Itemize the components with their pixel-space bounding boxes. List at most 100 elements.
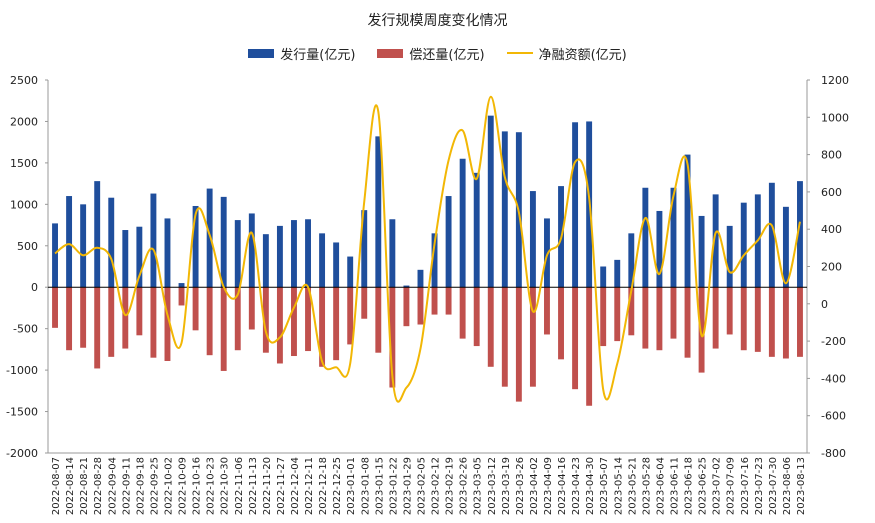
x-tick-label: 2023-07-16: [740, 457, 751, 515]
issue-bar: [572, 122, 579, 288]
repay-bar: [361, 287, 368, 319]
issue-bar: [712, 194, 719, 288]
x-tick-label: 2023-04-16: [557, 457, 568, 515]
x-tick-label: 2022-09-04: [107, 457, 118, 515]
repay-bar: [262, 287, 269, 353]
x-tick-label: 2022-10-16: [192, 457, 203, 515]
x-tick-label: 2023-05-21: [627, 457, 638, 515]
issue-bar: [740, 202, 747, 288]
repay-bar: [276, 287, 283, 364]
x-tick-label: 2023-05-14: [613, 457, 624, 515]
right-tick-label: 1000: [821, 111, 849, 124]
issue-bar: [319, 233, 326, 288]
issue-bar: [529, 191, 536, 288]
x-tick-label: 2023-01-08: [360, 457, 371, 515]
x-tick-label: 2023-04-30: [585, 457, 596, 515]
x-tick-label: 2023-06-18: [684, 457, 695, 515]
issue-bar: [459, 158, 466, 288]
x-tick-label: 2022-12-18: [318, 457, 329, 515]
repay-bar: [501, 287, 508, 387]
issue-bar: [473, 172, 480, 288]
x-tick-label: 2022-09-11: [121, 457, 132, 515]
x-tick-label: 2022-12-25: [332, 457, 343, 515]
repay-bar: [544, 287, 550, 335]
repay-bar: [740, 287, 747, 351]
repay-bar: [192, 287, 199, 331]
repay-bar: [515, 287, 522, 402]
repay-bar: [164, 287, 171, 361]
issue-bar: [600, 266, 607, 288]
x-tick-label: 2023-02-12: [431, 457, 442, 515]
issue-bar: [417, 269, 424, 288]
repay-bar: [220, 287, 227, 371]
repay-bar: [52, 287, 58, 328]
right-tick-label: 800: [821, 149, 842, 162]
left-tick-label: -500: [13, 323, 38, 336]
legend-label-net: 净融资额(亿元): [538, 47, 627, 63]
repay-bar: [628, 287, 635, 336]
x-tick-label: 2023-04-02: [529, 457, 540, 515]
repay-bar: [122, 287, 129, 349]
repay-bar: [586, 287, 593, 406]
repay-bar: [206, 287, 213, 356]
issue-bar: [375, 136, 382, 288]
issue-bar: [726, 225, 733, 288]
x-tick-label: 2023-07-23: [754, 457, 765, 515]
x-tick-label: 2022-11-06: [234, 457, 245, 515]
x-tick-label: 2022-08-07: [51, 457, 62, 515]
right-tick-label: 200: [821, 261, 842, 274]
x-tick-label: 2022-08-14: [65, 457, 76, 515]
x-tick-label: 2023-05-07: [599, 457, 610, 515]
issue-bar: [52, 223, 58, 288]
repay-bar: [572, 287, 579, 390]
issue-bar: [361, 210, 368, 288]
issue-bar: [305, 219, 311, 288]
repay-bar: [417, 287, 424, 325]
repay-bar: [684, 287, 691, 358]
legend-label-issue: 发行量(亿元): [280, 47, 356, 63]
repay-bar: [726, 287, 733, 335]
x-tick-label: 2023-04-09: [543, 457, 554, 515]
issue-bar: [150, 193, 157, 288]
issue-bar: [389, 219, 396, 288]
issue-bar: [262, 234, 269, 288]
issue-bar: [445, 196, 452, 288]
repay-bar: [670, 287, 677, 339]
repay-bar: [305, 287, 311, 352]
x-tick-label: 2023-03-19: [501, 457, 512, 515]
legend-swatch-net: [506, 52, 533, 54]
x-tick-label: 2023-01-15: [374, 457, 385, 515]
x-tick-label: 2022-11-20: [262, 457, 273, 515]
x-tick-label: 2023-01-22: [388, 457, 399, 515]
x-tick-label: 2023-02-26: [459, 457, 470, 515]
repay-bar: [333, 287, 340, 361]
x-tick-label: 2023-04-23: [571, 457, 582, 515]
issue-bar: [684, 154, 691, 288]
repay-bar: [754, 287, 761, 352]
repay-bar: [782, 287, 789, 359]
repay-bar: [558, 287, 564, 360]
repay-bar: [291, 287, 297, 357]
issue-bar: [66, 196, 73, 288]
x-tick-label: 2023-08-13: [796, 457, 807, 515]
issue-bar: [642, 187, 649, 288]
left-tick-label: 1500: [10, 157, 38, 170]
right-tick-label: 1200: [821, 74, 849, 87]
x-tick-label: 2023-03-05: [473, 457, 484, 515]
issue-bar: [347, 256, 354, 288]
x-tick-label: 2023-08-06: [782, 457, 793, 515]
repay-bar: [445, 287, 452, 315]
issue-bar: [333, 242, 340, 288]
repay-bar: [614, 287, 621, 342]
repay-bar: [389, 287, 396, 388]
x-tick-label: 2022-10-02: [163, 457, 174, 515]
issue-bar: [656, 210, 663, 288]
left-tick-label: 500: [17, 240, 38, 253]
issue-bar: [698, 215, 705, 288]
x-tick-label: 2023-07-09: [726, 457, 737, 515]
issue-bar: [544, 218, 550, 288]
left-tick-label: -2000: [6, 447, 38, 460]
repay-bar: [656, 287, 663, 351]
x-tick-label: 2022-08-28: [93, 457, 104, 515]
